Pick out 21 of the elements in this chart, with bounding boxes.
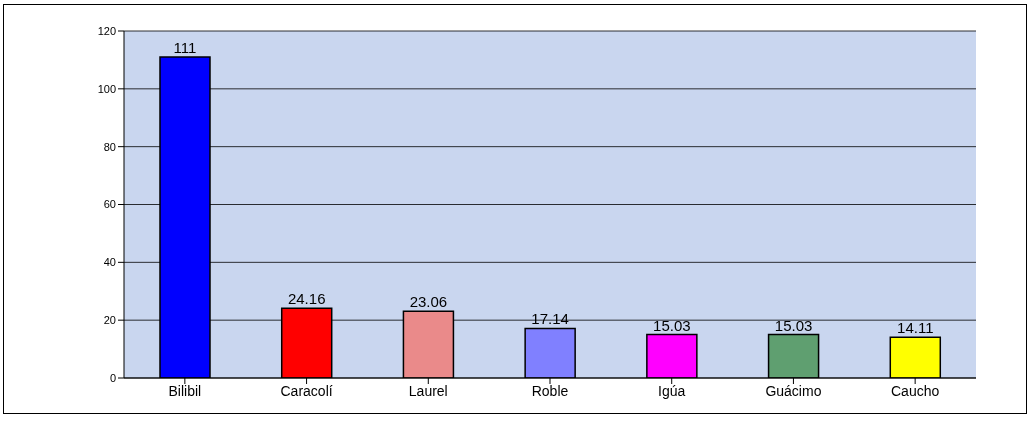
x-tick-label: Igúa xyxy=(658,382,686,399)
data-label: 24.16 xyxy=(287,290,326,308)
data-label: 15.03 xyxy=(774,316,813,334)
y-tick-label: 0 xyxy=(109,371,116,384)
y-tick-label: 40 xyxy=(103,256,116,269)
data-label: 14.11 xyxy=(897,319,934,337)
data-label: 17.14 xyxy=(531,310,569,328)
x-tick-label: Caucho xyxy=(891,382,940,399)
y-tick-label: 120 xyxy=(97,24,116,37)
y-tick-label: 60 xyxy=(103,198,116,211)
y-tick-label: 100 xyxy=(97,82,116,95)
data-label: 111 xyxy=(173,39,197,57)
x-tick-label: Roble xyxy=(531,382,569,399)
x-tick-label: Caracolí xyxy=(280,382,333,399)
data-label: 15.03 xyxy=(653,316,691,334)
data-label: 23.06 xyxy=(409,293,448,311)
x-tick-label: Guácimo xyxy=(765,382,822,399)
y-tick-label: 80 xyxy=(103,140,116,153)
x-tick-label: Laurel xyxy=(408,382,448,399)
x-tick-label: Bilibil xyxy=(168,382,202,399)
y-tick-label: 20 xyxy=(103,314,116,327)
